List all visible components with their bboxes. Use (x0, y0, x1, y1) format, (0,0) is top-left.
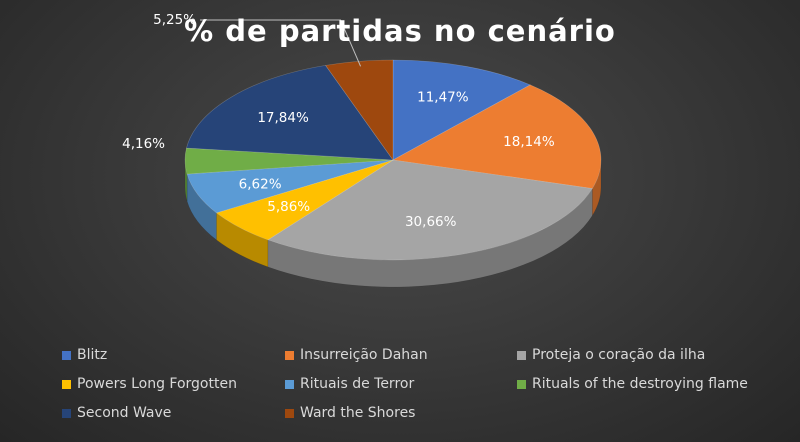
legend-label: Insurreição Dahan (300, 347, 428, 363)
legend-label: Rituals of the destroying flame (532, 376, 748, 392)
legend-swatch (62, 350, 71, 360)
legend-swatch (62, 379, 71, 389)
pie-slice-powers-long-forgotten (215, 159, 394, 241)
legend-label: Powers Long Forgotten (77, 376, 237, 392)
legend-label: Ward the Shores (300, 405, 416, 421)
pie-slice-proteja-o-coracao-da-ilha (267, 159, 593, 261)
legend-item-second-wave: Second Wave (62, 402, 285, 424)
chart-legend: Blitz Insurreição Dahan Proteja o coração … (62, 344, 782, 424)
legend-swatch (285, 379, 294, 389)
pie-side-walls (184, 159, 602, 288)
data-label-insurreicao-dahan: 18,14% (503, 134, 555, 150)
data-label-second-wave: 17,84% (257, 110, 309, 126)
pie-slice-second-wave (186, 65, 394, 161)
legend-label: Second Wave (77, 405, 172, 421)
legend-item-rituais-de-terror: Rituais de Terror (285, 373, 517, 395)
data-label-rituais-de-terror: 6,62% (239, 176, 282, 192)
data-label-blitz: 11,47% (417, 89, 469, 105)
pie-slice-rituals-of-the-destroying-flame (184, 147, 394, 175)
data-label-rituals-of-the-destroying-flame: 4,16% (122, 136, 165, 152)
chart-title: % de partidas no cenário (184, 14, 616, 48)
pie-slice-insurreicao-dahan (392, 84, 602, 189)
legend-item-blitz: Blitz (62, 344, 285, 366)
legend-swatch (517, 350, 526, 360)
pie-top (184, 59, 602, 261)
legend-swatch (285, 408, 294, 418)
legend-item-powers-long-forgotten: Powers Long Forgotten (62, 373, 285, 395)
legend-item-rituals-of-the-destroying-flame: Rituals of the destroying flame (517, 373, 777, 395)
legend-label: Rituais de Terror (300, 376, 415, 392)
legend-label: Proteja o coração da ilha (532, 347, 706, 363)
legend-item-insurreicao-dahan: Insurreição Dahan (285, 344, 517, 366)
pie-slice-rituais-de-terror (186, 159, 394, 214)
legend-item-ward-the-shores: Ward the Shores (285, 402, 517, 424)
legend-item-proteja-o-coracao-da-ilha: Proteja o coração da ilha (517, 344, 777, 366)
data-label-powers-long-forgotten: 5,86% (267, 199, 310, 215)
legend-swatch (62, 408, 71, 418)
data-label-ward-the-shores: 5,25% (153, 12, 196, 28)
legend-swatch (285, 350, 294, 360)
legend-swatch (517, 379, 526, 389)
data-label-proteja-o-coracao-da-ilha: 30,66% (405, 214, 457, 230)
pie-slice-blitz (392, 59, 531, 161)
legend-label: Blitz (77, 347, 108, 363)
pie-data-labels: 11,47% 18,14% 30,66% 5,86% 6,62% 4,16% 17,84% 5… (122, 12, 555, 230)
data-label-leader-line (200, 19, 362, 67)
